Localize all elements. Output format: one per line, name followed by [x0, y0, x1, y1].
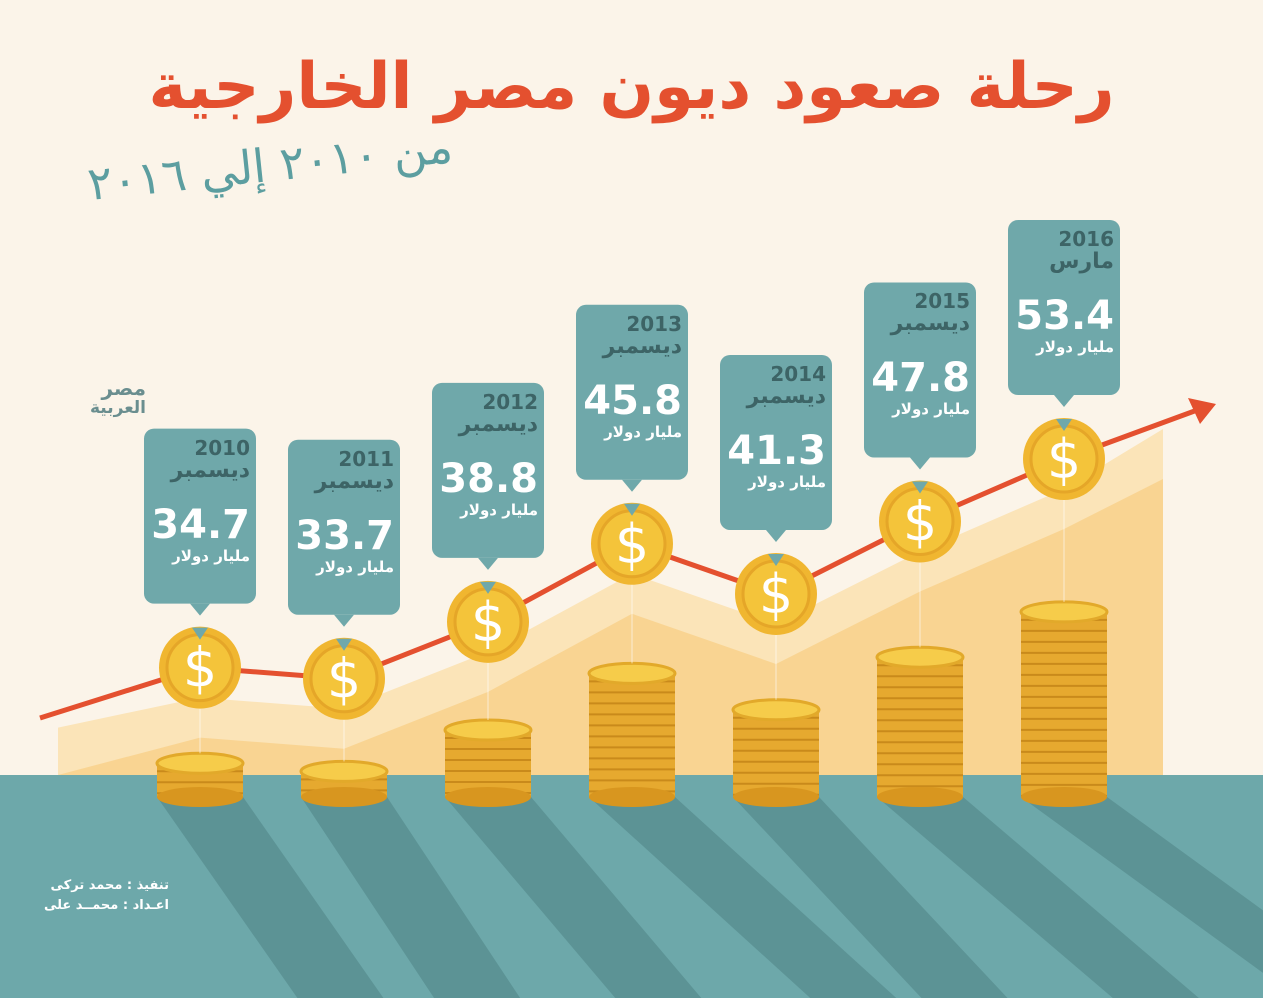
credits: تنفيذ : محمد تركى اعـداد : محمــد على — [24, 876, 169, 916]
coin-stack-bottom — [1021, 787, 1107, 807]
dollar-icon: $ — [1047, 428, 1081, 491]
callout-pointer — [334, 614, 354, 627]
callout-box — [720, 354, 832, 530]
period-label: ديسمبر — [170, 457, 250, 483]
coin-stack-top — [1019, 600, 1109, 624]
coin-shadow — [733, 797, 1008, 998]
category-label: 2010 — [194, 435, 250, 460]
callout-pointer — [622, 479, 642, 492]
unit-label: مليار دولار — [460, 500, 538, 519]
unit-label: مليار دولار — [892, 400, 970, 419]
logo-line-2: العربية — [89, 398, 146, 418]
coin-stack-bottom — [157, 787, 243, 807]
dollar-icon: $ — [759, 563, 793, 626]
period-label: ديسمبر — [458, 411, 538, 437]
unit-label: مليار دولار — [604, 422, 682, 441]
callout-box — [576, 304, 688, 480]
dollar-icon: $ — [903, 490, 937, 553]
callout-arrow — [192, 627, 208, 640]
period-label: ديسمبر — [746, 383, 826, 409]
coin-stack-bottom — [877, 787, 963, 807]
coin-stack-top — [155, 751, 245, 775]
credit-design: تنفيذ : محمد تركى — [50, 878, 169, 893]
callout-label: 2012 ديسمبر 38.8 مليار دولار — [438, 391, 538, 519]
coin-shadow — [1021, 797, 1263, 973]
callout-box — [144, 428, 256, 604]
coin-shadow — [445, 797, 702, 998]
period-label: مارس — [1049, 249, 1114, 274]
value-label: 47.8 — [871, 355, 970, 402]
category-label: 2016 — [1058, 227, 1114, 251]
value-label: 45.8 — [583, 377, 682, 424]
brand-logo: مصر العربية — [46, 378, 146, 418]
value-label: 33.7 — [295, 512, 394, 559]
category-label: 2014 — [770, 361, 826, 386]
period-label: ديسمبر — [602, 333, 682, 359]
coin-stack-top — [443, 718, 533, 742]
category-label: 2015 — [914, 289, 970, 314]
coin-stack — [1021, 611, 1107, 797]
callout-label: 2014 ديسمبر 41.3 مليار دولار — [726, 363, 826, 491]
callout-label: 2015 ديسمبر 47.8 مليار دولار — [870, 290, 970, 418]
coin-stack-bottom — [589, 787, 675, 807]
callout-box — [1008, 220, 1120, 395]
coin-shadow — [589, 797, 897, 998]
callout-pointer — [478, 557, 498, 570]
coin-stack-bottom — [445, 787, 531, 807]
callout-arrow — [1056, 419, 1072, 431]
category-label: 2012 — [482, 389, 538, 414]
coin-shadow — [301, 797, 521, 998]
period-label: ديسمبر — [314, 468, 394, 494]
callout-pointer — [910, 457, 930, 470]
dollar-icon: $ — [615, 513, 649, 576]
coin-stack — [877, 657, 963, 797]
unit-label: مليار دولار — [1036, 338, 1114, 356]
coin-stack — [733, 709, 819, 797]
value-label: 34.7 — [151, 501, 250, 548]
callout-arrow — [624, 503, 640, 516]
callout-box — [432, 382, 544, 558]
unit-label: مليار دولار — [748, 472, 826, 491]
dollar-icon: $ — [327, 648, 361, 711]
callout-label: 2010 ديسمبر 34.7 مليار دولار — [150, 437, 250, 565]
callout-arrow — [480, 581, 496, 594]
coin-stack-top — [587, 661, 677, 685]
callout-pointer — [766, 529, 786, 542]
unit-label: مليار دولار — [172, 546, 250, 565]
callout-arrow — [336, 638, 352, 651]
coin-stack-top — [731, 698, 821, 722]
coin-stack-bottom — [301, 787, 387, 807]
dollar-icon: $ — [183, 637, 217, 700]
category-label: 2011 — [338, 446, 394, 471]
logo-line-1: مصر — [101, 376, 146, 400]
callout-arrow — [912, 481, 928, 494]
value-label: 38.8 — [439, 455, 538, 502]
value-label: 41.3 — [727, 427, 826, 474]
credit-prepared: اعـداد : محمــد على — [43, 898, 169, 913]
coin-shadow — [157, 797, 384, 998]
callout-label: 2013 ديسمبر 45.8 مليار دولار — [582, 313, 682, 441]
coin-stack-top — [875, 645, 965, 669]
trend-arrow-head — [1188, 398, 1216, 424]
callout-pointer — [190, 603, 210, 616]
chart-title: رحلة صعود ديون مصر الخارجية — [148, 50, 1115, 124]
value-label: 53.4 — [1015, 293, 1114, 339]
dollar-icon: $ — [471, 591, 505, 654]
period-label: ديسمبر — [890, 311, 970, 337]
callout-label: 2011 ديسمبر 33.7 مليار دولار — [294, 448, 394, 576]
callout-arrow — [768, 553, 784, 566]
unit-label: مليار دولار — [316, 557, 394, 576]
callout-box — [288, 439, 400, 615]
coin-stack-top — [299, 759, 389, 783]
coin-stack-bottom — [733, 787, 819, 807]
callout-pointer — [1054, 395, 1074, 407]
category-label: 2013 — [626, 311, 682, 336]
coin-shadow — [877, 797, 1199, 998]
callout-box — [864, 282, 976, 458]
coin-stack — [589, 673, 675, 797]
callout-label: 2016 مارس 53.4 مليار دولار — [1014, 228, 1114, 356]
